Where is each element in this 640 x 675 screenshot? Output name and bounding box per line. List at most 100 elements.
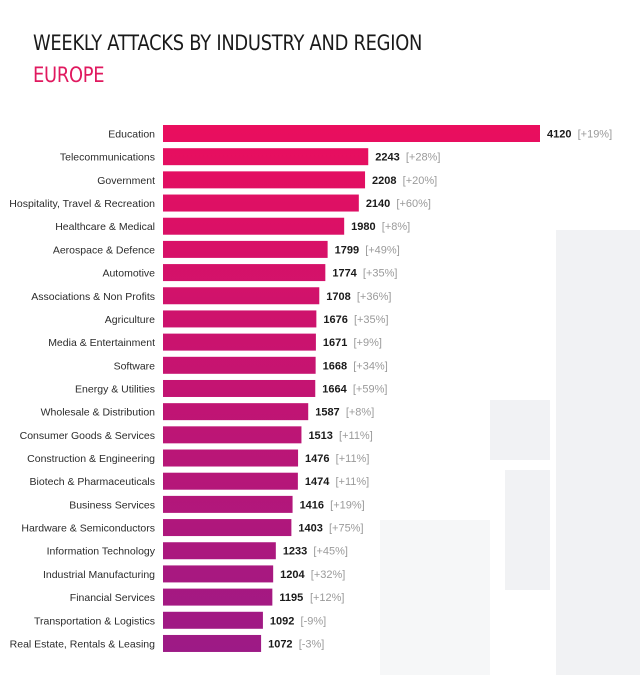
category-label: Information Technology <box>47 546 156 558</box>
change-label: [+28%] <box>406 152 441 164</box>
value-label: 1671 <box>323 337 347 349</box>
bar <box>163 287 320 305</box>
change-label: [+12%] <box>310 592 345 604</box>
value-label: 1980 <box>351 221 375 233</box>
value-label: 2208 <box>372 175 396 187</box>
category-label: Media & Entertainment <box>48 337 155 349</box>
value-label: 1195 <box>279 592 303 604</box>
value-label: 1474 <box>305 476 330 488</box>
bar <box>163 194 359 212</box>
category-label: Software <box>114 360 156 372</box>
value-label: 1668 <box>323 360 347 372</box>
change-label: [+32%] <box>311 569 346 581</box>
decorative-panel <box>556 230 640 675</box>
bar <box>163 634 262 652</box>
category-label: Wholesale & Distribution <box>41 407 156 419</box>
bar <box>163 125 540 142</box>
value-label: 1774 <box>332 268 357 280</box>
change-label: [+11%] <box>335 476 369 488</box>
category-label: Transportation & Logistics <box>34 615 155 627</box>
value-label: 1799 <box>335 244 359 256</box>
value-label: 1708 <box>326 291 350 303</box>
change-label: [+49%] <box>365 244 400 256</box>
category-label: Financial Services <box>70 592 155 604</box>
decorative-panel <box>490 400 550 460</box>
change-label: [+19%] <box>330 499 365 511</box>
bar <box>163 356 316 374</box>
value-label: 1403 <box>298 523 322 535</box>
value-label: 2140 <box>366 198 390 210</box>
title-block: WEEKLY ATTACKS BY INDUSTRY AND REGION EU… <box>33 30 491 88</box>
value-label: 1476 <box>305 453 329 465</box>
category-label: Associations & Non Profits <box>31 291 155 303</box>
bar <box>163 588 273 606</box>
value-label: 1072 <box>268 638 292 650</box>
bar <box>163 449 299 467</box>
change-label: [+8%] <box>346 407 374 419</box>
bar <box>163 426 302 444</box>
change-label: [-9%] <box>301 615 327 627</box>
value-label: 1233 <box>283 546 307 558</box>
bar-group: Education 4120 [+19%] Telecommunications 224… <box>9 125 612 652</box>
change-label: [+11%] <box>336 453 370 465</box>
chart-subtitle: EUROPE <box>33 63 105 87</box>
bar <box>163 264 326 282</box>
change-label: [+11%] <box>339 430 373 442</box>
change-label: [+59%] <box>353 383 388 395</box>
value-label: 1204 <box>280 569 305 581</box>
category-label: Healthcare & Medical <box>55 221 155 233</box>
value-label: 1676 <box>323 314 347 326</box>
change-label: [+34%] <box>353 360 388 372</box>
change-label: [+45%] <box>313 546 348 558</box>
category-label: Energy & Utilities <box>75 383 155 395</box>
value-label: 1664 <box>322 383 347 395</box>
category-label: Telecommunications <box>60 152 155 164</box>
category-label: Real Estate, Rentals & Leasing <box>10 638 155 650</box>
category-label: Consumer Goods & Services <box>20 430 155 442</box>
category-label: Biotech & Pharmaceuticals <box>30 476 155 488</box>
value-label: 4120 <box>547 129 571 141</box>
bar <box>163 148 369 166</box>
change-label: [-3%] <box>299 638 325 650</box>
bar <box>163 542 276 560</box>
value-label: 1587 <box>315 407 339 419</box>
bar <box>163 611 263 629</box>
change-label: [+8%] <box>382 221 410 233</box>
bar <box>163 495 293 513</box>
bar <box>163 519 292 537</box>
category-label: Construction & Engineering <box>27 453 155 465</box>
change-label: [+75%] <box>329 523 364 535</box>
bar <box>163 310 317 328</box>
category-label: Hardware & Semiconductors <box>21 523 155 535</box>
change-label: [+36%] <box>357 291 392 303</box>
bar <box>163 240 328 258</box>
category-label: Agriculture <box>105 314 155 326</box>
bar <box>163 333 316 351</box>
category-label: Automotive <box>102 268 155 280</box>
bar <box>163 472 298 490</box>
category-label: Industrial Manufacturing <box>43 569 155 581</box>
change-label: [+60%] <box>396 198 431 210</box>
bar <box>163 565 274 583</box>
bar <box>163 379 316 397</box>
category-label: Government <box>97 175 155 187</box>
value-label: 2243 <box>375 152 399 164</box>
change-label: [+9%] <box>354 337 382 349</box>
bar <box>163 403 309 421</box>
chart-title: WEEKLY ATTACKS BY INDUSTRY AND REGION <box>33 31 423 55</box>
category-label: Aerospace & Defence <box>53 244 155 256</box>
category-label: Hospitality, Travel & Recreation <box>9 198 155 210</box>
decorative-panel <box>505 470 550 590</box>
value-label: 1513 <box>308 430 332 442</box>
bar <box>163 217 345 235</box>
decorative-panel <box>380 520 490 675</box>
bar <box>163 171 366 189</box>
category-label: Business Services <box>69 499 155 511</box>
change-label: [+35%] <box>354 314 389 326</box>
value-label: 1092 <box>270 615 294 627</box>
change-label: [+19%] <box>578 129 613 141</box>
category-label: Education <box>108 129 155 141</box>
change-label: [+35%] <box>363 268 398 280</box>
value-label: 1416 <box>300 499 324 511</box>
